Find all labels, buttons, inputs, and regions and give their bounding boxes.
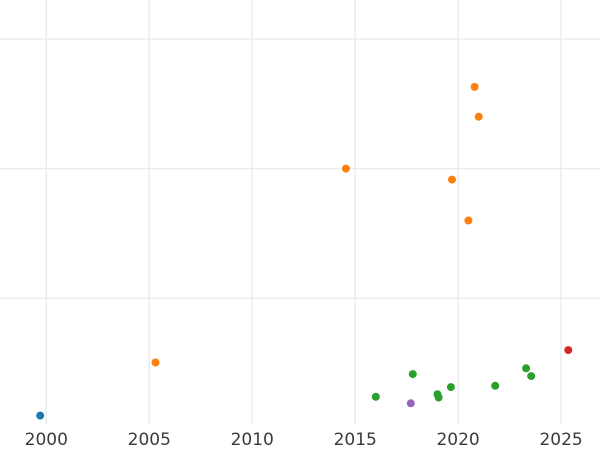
x-tick-label: 2000: [25, 430, 68, 450]
data-point-green: [491, 381, 500, 390]
series-orange: [151, 82, 483, 367]
data-point-green: [371, 392, 380, 401]
x-tick-label: 2020: [436, 430, 479, 450]
gridlines: [0, 0, 600, 425]
data-point-orange: [448, 175, 456, 184]
x-tick-label: 2010: [231, 430, 274, 450]
data-point-orange: [151, 358, 160, 367]
data-point-orange: [464, 216, 473, 225]
series-purple: [406, 399, 415, 408]
data-point-orange: [470, 82, 479, 91]
series-green: [371, 364, 536, 402]
data-point-orange: [341, 164, 350, 173]
series-blue: [36, 411, 45, 420]
data-point-green: [434, 393, 443, 402]
data-point-red: [564, 346, 573, 355]
data-point-orange: [474, 112, 483, 121]
x-axis-tick-labels: 2000 2005 2010 2015 2020 2025: [25, 430, 583, 450]
x-tick-label: 2025: [539, 430, 582, 450]
data-point-green: [527, 372, 536, 381]
data-point-green: [522, 364, 531, 373]
data-point-green: [446, 383, 455, 392]
data-point-blue: [36, 411, 45, 420]
x-tick-label: 2015: [334, 430, 377, 450]
series-red: [564, 346, 573, 355]
data-point-purple: [406, 399, 415, 408]
data-point-green: [408, 370, 417, 379]
x-tick-label: 2005: [128, 430, 171, 450]
